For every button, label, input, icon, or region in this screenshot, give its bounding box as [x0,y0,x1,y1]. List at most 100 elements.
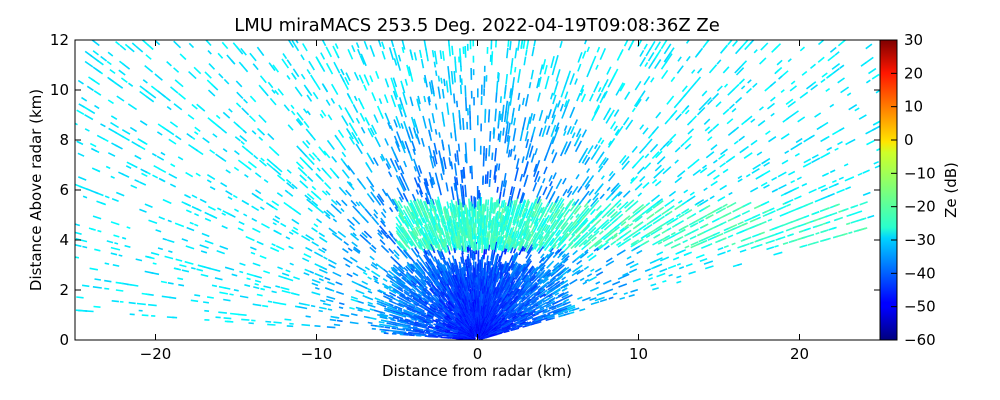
reflectivity-gate [808,188,817,194]
reflectivity-gate [327,258,337,265]
reflectivity-gate [495,210,499,221]
reflectivity-gate [659,256,670,262]
reflectivity-gate [659,168,665,173]
reflectivity-gate [635,203,645,212]
reflectivity-gate [356,178,362,184]
reflectivity-gate [453,308,459,314]
reflectivity-gate [496,198,500,208]
reflectivity-gate [455,177,459,186]
reflectivity-gate [505,272,510,279]
reflectivity-gate [390,40,395,48]
reflectivity-gate [525,49,528,56]
reflectivity-gate [330,203,340,212]
reflectivity-gate [599,193,605,200]
reflectivity-gate [520,40,524,49]
reflectivity-gate [428,208,435,221]
reflectivity-gate [664,53,673,64]
reflectivity-gate [141,172,148,178]
reflectivity-gate [378,289,387,295]
reflectivity-gate [372,275,379,280]
reflectivity-gate [445,234,449,242]
reflectivity-gate [761,157,771,165]
reflectivity-gate [450,236,455,249]
reflectivity-gate [145,54,152,60]
reflectivity-gate [385,274,395,282]
reflectivity-gate [181,238,189,242]
reflectivity-gate [548,237,555,245]
reflectivity-gate [682,239,688,244]
reflectivity-gate [782,241,789,245]
reflectivity-gate [568,225,575,233]
reflectivity-gate [616,210,622,216]
reflectivity-gate [380,220,387,228]
reflectivity-gate [676,170,686,178]
reflectivity-gate [423,250,430,261]
reflectivity-gate [511,315,517,320]
reflectivity-gate [406,64,411,77]
reflectivity-gate [285,236,291,240]
reflectivity-gate [715,101,722,108]
reflectivity-gate [533,202,539,210]
reflectivity-gate [596,92,602,102]
reflectivity-gate [712,159,718,164]
reflectivity-gate [304,268,310,272]
reflectivity-gate [646,223,653,229]
reflectivity-gate [700,244,710,250]
reflectivity-gate [449,205,453,213]
reflectivity-gate [216,250,225,255]
reflectivity-gate [495,267,499,275]
reflectivity-gate [318,278,324,282]
reflectivity-gate [517,264,523,272]
reflectivity-gate [848,104,858,111]
reflectivity-gate [285,269,291,273]
reflectivity-gate [744,217,753,223]
reflectivity-gate [410,211,415,217]
reflectivity-gate [385,192,393,202]
reflectivity-gate [588,233,596,241]
reflectivity-gate [390,255,395,261]
reflectivity-gate [471,249,474,261]
reflectivity-gate [371,244,377,250]
reflectivity-gate [574,140,583,153]
reflectivity-gate [582,205,590,213]
reflectivity-gate [399,249,407,258]
reflectivity-gate [403,121,408,130]
reflectivity-gate [466,274,470,283]
reflectivity-gate [742,222,747,226]
reflectivity-gate [551,276,561,284]
reflectivity-gate [655,233,661,238]
reflectivity-gate [436,213,440,221]
reflectivity-gate [537,313,547,319]
reflectivity-gate [427,232,432,239]
reflectivity-gate [346,92,351,99]
reflectivity-gate [316,218,323,224]
reflectivity-gate [614,128,620,136]
reflectivity-gate [413,118,418,130]
reflectivity-gate [166,105,172,111]
reflectivity-gate [434,210,439,219]
reflectivity-gate [426,234,432,243]
reflectivity-gate [442,304,448,309]
reflectivity-gate [418,297,427,305]
reflectivity-gate [509,240,515,251]
reflectivity-gate [731,242,736,246]
reflectivity-gate [110,121,120,129]
reflectivity-gate [324,276,331,281]
reflectivity-gate [575,213,580,219]
reflectivity-gate [747,79,752,84]
reflectivity-gate [204,71,212,79]
reflectivity-gate [84,114,94,121]
reflectivity-gate [586,252,594,259]
reflectivity-gate [486,171,489,184]
reflectivity-gate [140,168,148,174]
reflectivity-gate [246,272,256,277]
reflectivity-gate [232,194,238,199]
reflectivity-gate [506,276,511,283]
reflectivity-gate [496,231,500,239]
reflectivity-gate [194,131,199,136]
reflectivity-gate [307,165,314,171]
reflectivity-gate [588,188,595,196]
reflectivity-gate [505,205,509,216]
reflectivity-gate [491,152,494,161]
reflectivity-gate [259,206,265,211]
